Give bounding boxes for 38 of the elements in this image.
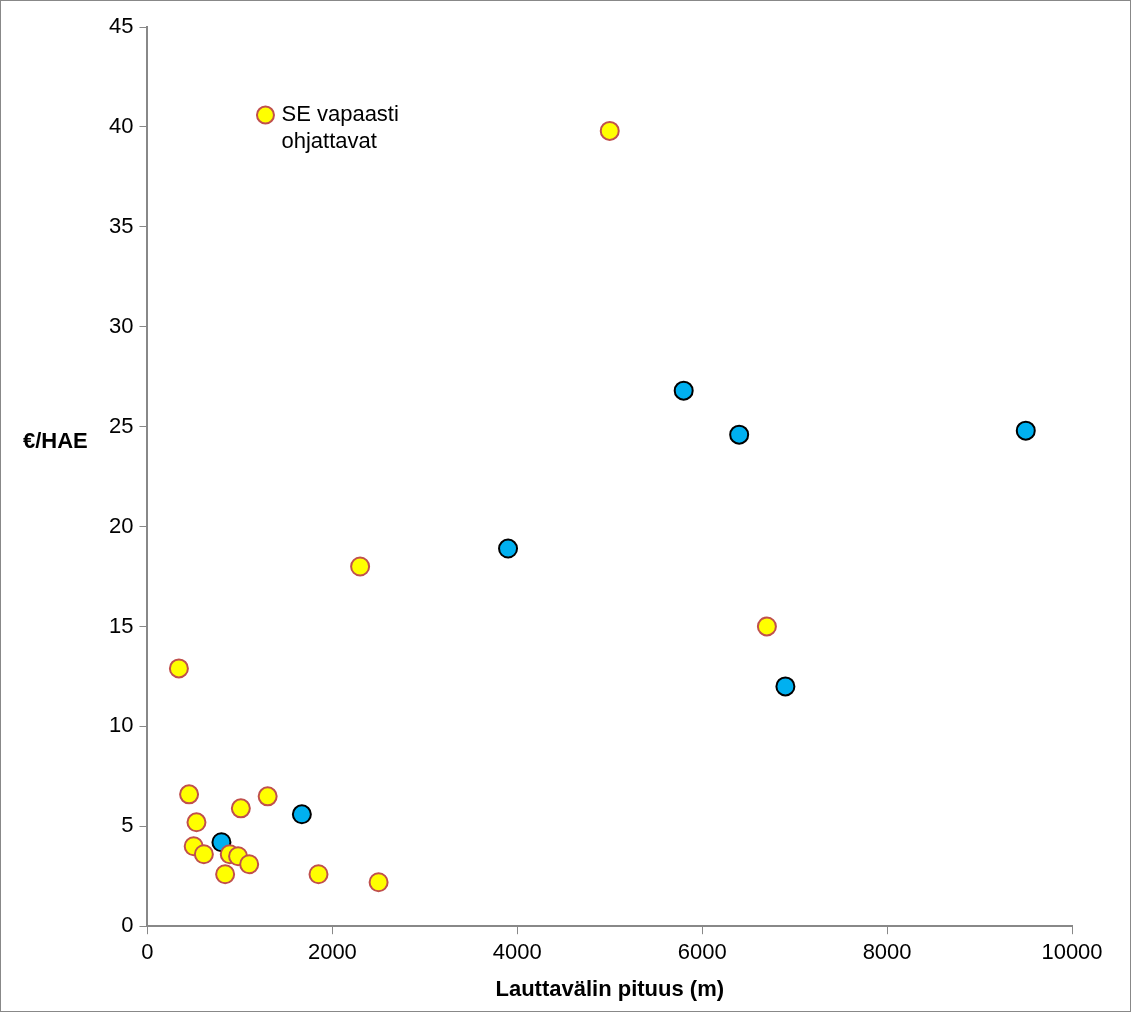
y-tick-label: 35 [108, 212, 134, 238]
point [230, 798, 251, 819]
point [193, 844, 214, 865]
x-tick-label: 10000 [1041, 939, 1103, 965]
point [308, 864, 329, 885]
y-tick-label: 10 [108, 712, 134, 738]
x-tick-label: 6000 [677, 939, 727, 965]
point [498, 538, 519, 559]
point [599, 120, 620, 141]
point [168, 658, 189, 679]
x-tick-label: 8000 [862, 939, 912, 965]
x-tick-label: 0 [141, 939, 154, 965]
y-tick-label: 30 [108, 312, 134, 338]
point [186, 812, 207, 833]
y-tick-label: 20 [108, 512, 134, 538]
point [215, 864, 236, 885]
point [350, 556, 371, 577]
point [239, 854, 260, 875]
y-tick-label: 5 [121, 812, 134, 838]
point [673, 380, 694, 401]
point [291, 804, 312, 825]
y-tick-label: 0 [121, 912, 134, 938]
y-tick-label: 40 [108, 112, 134, 138]
point [368, 872, 389, 893]
y-tick-label: 25 [108, 412, 134, 438]
point [1015, 420, 1036, 441]
y-tick-label: 45 [108, 13, 134, 39]
point [756, 616, 777, 637]
point [257, 786, 278, 807]
point [729, 424, 750, 445]
x-tick-label: 2000 [307, 939, 357, 965]
x-axis-title: Lauttavälin pituus (m) [495, 975, 725, 1001]
legend-label: SE vapaasti ohjattavat [281, 101, 399, 154]
x-tick-label: 4000 [492, 939, 542, 965]
point [775, 676, 796, 697]
y-axis-title: €/HAE [23, 427, 88, 453]
point [179, 784, 200, 805]
y-tick-label: 15 [108, 612, 134, 638]
